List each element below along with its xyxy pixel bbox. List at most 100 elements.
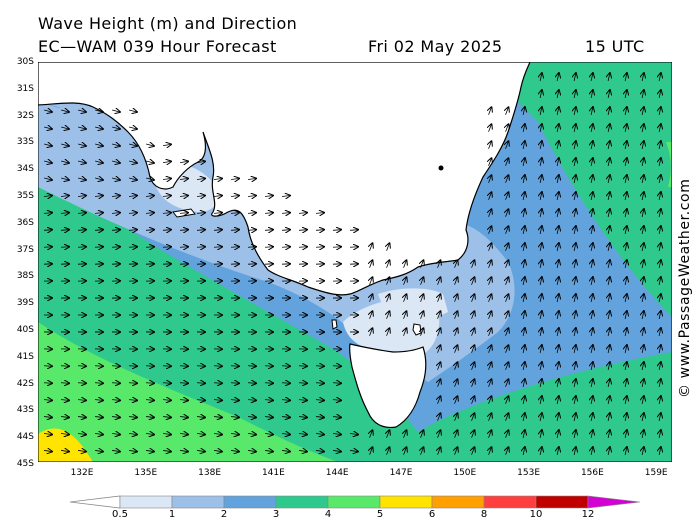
- wave-arrow: [574, 209, 576, 217]
- wave-arrow: [642, 294, 644, 302]
- wave-arrow: [247, 230, 256, 231]
- wave-arrow: [625, 430, 627, 438]
- wave-arrow: [625, 90, 627, 98]
- wave-arrow: [387, 243, 390, 251]
- wave-arrow: [625, 107, 627, 115]
- legend-swatch: [171, 495, 225, 509]
- wave-arrow: [540, 158, 542, 166]
- wave-arrow: [659, 260, 661, 268]
- wave-arrow: [349, 247, 358, 248]
- wave-arrow: [438, 345, 441, 353]
- wave-arrow: [438, 277, 441, 285]
- tasmania-land: [349, 343, 427, 429]
- wave-arrow: [659, 430, 661, 438]
- wave-arrow: [129, 110, 137, 112]
- legend-swatch: [483, 495, 537, 509]
- wave-arrow: [77, 230, 86, 231]
- wave-arrow: [315, 213, 324, 214]
- lon-tick-label: 144E: [325, 468, 349, 478]
- wave-arrow: [591, 345, 593, 353]
- wave-arrow: [60, 417, 69, 418]
- wave-arrow: [574, 243, 576, 251]
- wave-arrow: [574, 107, 576, 115]
- wave-arrow: [659, 73, 661, 81]
- wave-arrow: [523, 260, 525, 268]
- wave-arrow: [540, 413, 542, 421]
- wave-arrow: [112, 178, 120, 180]
- wave-arrow: [281, 196, 290, 197]
- wave-arrow: [557, 141, 559, 149]
- wave-arrow: [44, 178, 52, 180]
- wave-arrow: [78, 161, 86, 163]
- wave-arrow: [608, 141, 610, 149]
- wave-arrow: [642, 430, 644, 438]
- wave-arrow: [247, 213, 256, 214]
- wave-arrow: [77, 383, 86, 384]
- wave-arrow: [506, 226, 509, 234]
- wave-arrow: [659, 175, 661, 183]
- wave-arrow: [540, 430, 542, 438]
- wave-arrow: [574, 294, 576, 302]
- wave-arrow: [111, 417, 120, 418]
- wave-arrow: [349, 434, 358, 435]
- wave-arrow: [642, 209, 644, 217]
- wave-arrow: [489, 141, 492, 149]
- wave-arrow: [298, 417, 307, 418]
- wave-arrow: [370, 243, 373, 251]
- wave-arrow: [61, 178, 69, 180]
- wave-arrow: [387, 447, 390, 455]
- wave-arrow: [557, 175, 559, 183]
- forecast-time: 15 UTC: [585, 37, 645, 56]
- wave-arrow: [196, 434, 205, 435]
- wave-arrow: [489, 158, 492, 166]
- wave-arrow: [179, 213, 188, 214]
- wave-arrow: [608, 447, 610, 455]
- wave-arrow: [608, 243, 610, 251]
- wave-arrow: [642, 362, 644, 370]
- wave-arrow: [642, 260, 644, 268]
- wave-arrow: [94, 400, 103, 401]
- wave-arrow: [213, 383, 222, 384]
- wave-arrow: [591, 379, 593, 387]
- wave-arrow: [438, 413, 441, 421]
- wave-arrow: [315, 247, 324, 248]
- wave-arrow: [162, 400, 171, 401]
- wave-arrow: [540, 175, 542, 183]
- wave-arrow: [94, 247, 103, 248]
- legend-swatch: [379, 495, 433, 509]
- wave-arrow: [95, 161, 103, 163]
- wave-arrow: [95, 178, 103, 180]
- wave-arrow: [574, 226, 576, 234]
- wave-arrow: [264, 383, 273, 384]
- wave-arrow: [574, 311, 576, 319]
- wave-arrow: [642, 73, 644, 81]
- lat-tick-label: 33S: [16, 137, 34, 148]
- wave-arrow: [60, 450, 69, 451]
- wave-arrow: [591, 243, 593, 251]
- wave-arrow: [506, 413, 509, 421]
- wave-arrow: [625, 243, 627, 251]
- wave-arrow: [489, 379, 492, 387]
- wave-arrow: [557, 90, 559, 98]
- wave-arrow: [523, 124, 525, 132]
- lon-tick-label: 159E: [644, 468, 668, 478]
- wave-arrow: [591, 328, 593, 336]
- wave-arrow: [523, 362, 525, 370]
- wave-arrow: [387, 311, 390, 319]
- wave-arrow: [608, 192, 610, 200]
- wave-arrow: [506, 362, 509, 370]
- legend-min-arrow: [70, 495, 121, 509]
- wave-arrow: [540, 311, 542, 319]
- wave-arrow: [145, 230, 154, 231]
- wave-arrow: [61, 110, 69, 112]
- legend-label: 4: [324, 509, 332, 520]
- wave-arrow: [523, 413, 525, 421]
- wave-arrow: [43, 450, 52, 451]
- wave-arrow: [162, 247, 171, 248]
- wave-arrow: [574, 396, 576, 404]
- wave-arrow: [608, 396, 610, 404]
- wave-arrow: [642, 141, 644, 149]
- wave-arrow: [659, 447, 661, 455]
- wave-arrow: [659, 107, 661, 115]
- wave-arrow: [112, 161, 120, 163]
